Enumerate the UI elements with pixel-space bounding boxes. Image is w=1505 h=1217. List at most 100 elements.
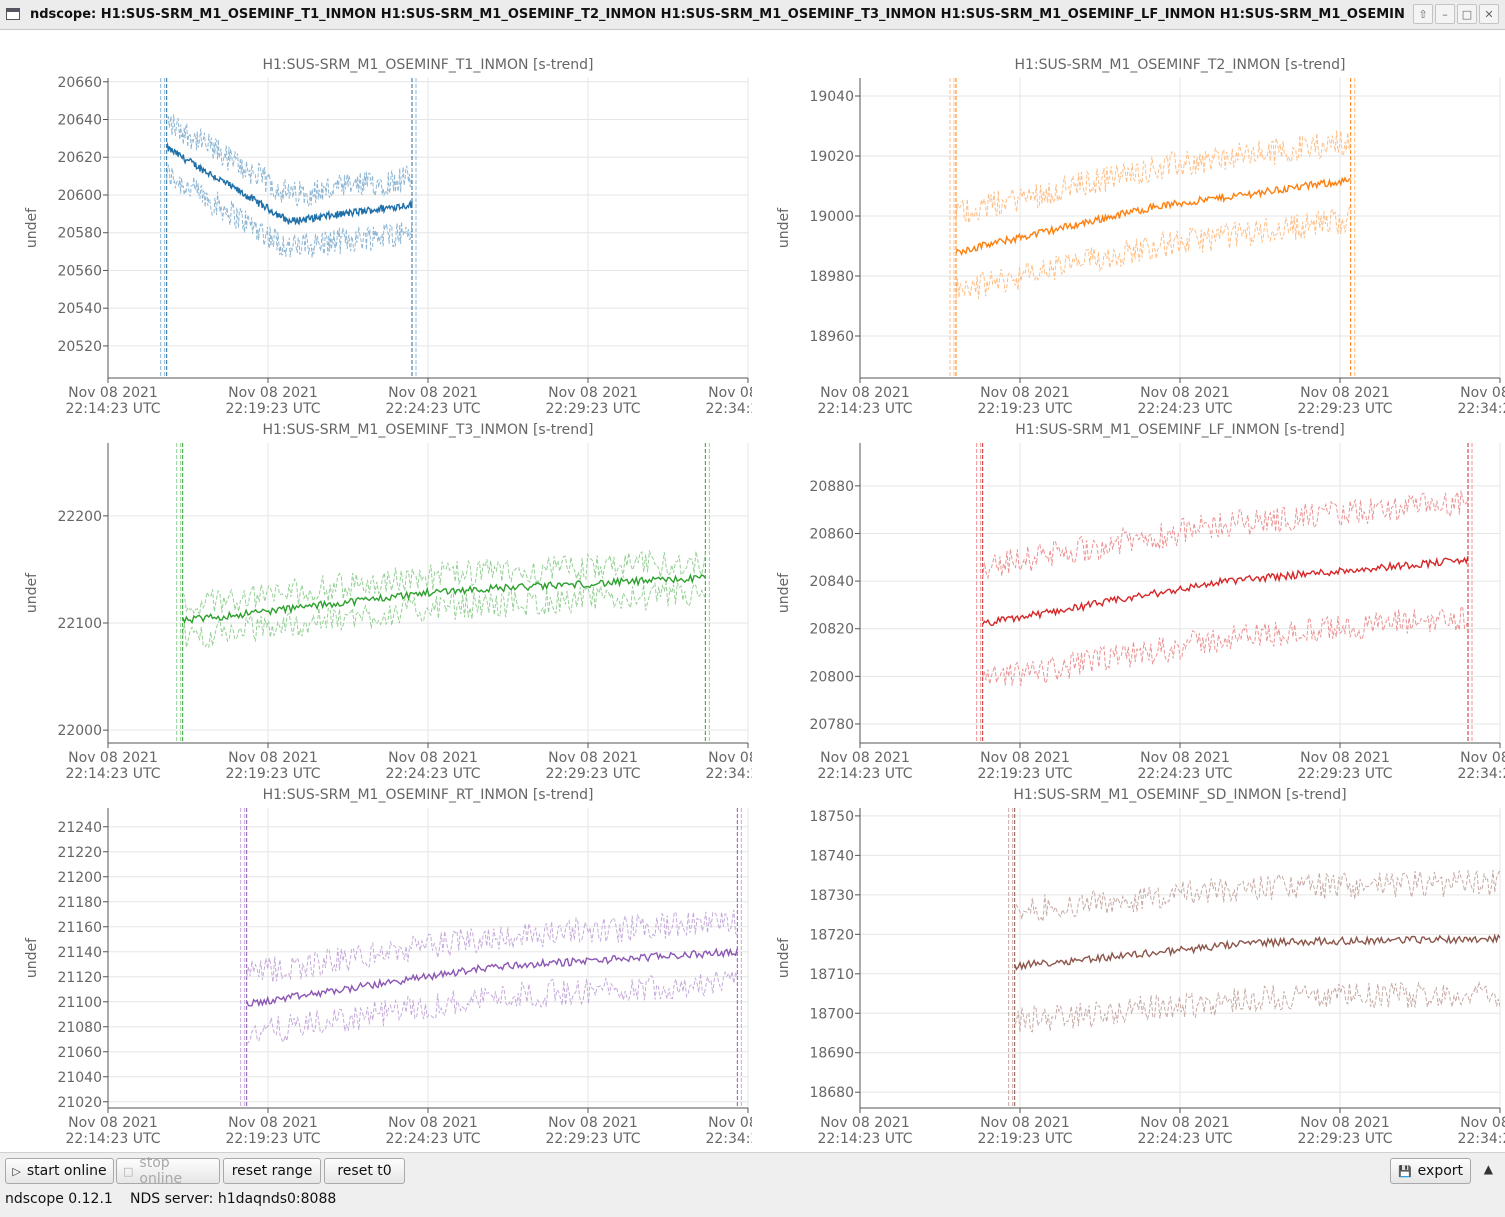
y-tick-label: 18960	[809, 329, 854, 345]
x-tick-label-date: Nov 08 2021	[1140, 750, 1230, 766]
y-tick-label: 22200	[57, 509, 102, 525]
x-tick-label-date: Nov 08 2021	[1460, 750, 1505, 766]
y-tick-label: 20560	[57, 263, 102, 279]
stop-online-button[interactable]: □ stop online	[116, 1155, 220, 1187]
y-tick-label: 20800	[809, 669, 854, 685]
x-tick-label-date: Nov 08 2021	[388, 750, 478, 766]
reset-range-label: reset range	[231, 1163, 313, 1179]
x-tick-label-time: 22:19:23 UTC	[977, 1131, 1072, 1147]
y-tick-label: 21120	[57, 970, 102, 986]
y-tick-label: 20520	[57, 339, 102, 355]
y-tick-label: 18980	[809, 269, 854, 285]
window-title: ndscope: H1:SUS-SRM_M1_OSEMINF_T1_INMON …	[30, 7, 1405, 22]
start-online-label: start online	[26, 1163, 107, 1179]
export-label: export	[1417, 1163, 1464, 1179]
x-tick-label-time: 22:14:23 UTC	[817, 766, 912, 782]
y-tick-label: 21100	[57, 995, 102, 1011]
x-tick-label-date: Nov 08 2021	[980, 750, 1070, 766]
series-min-line	[982, 605, 1469, 686]
up-icon[interactable]: ⇧	[1413, 4, 1433, 24]
series-mean-line	[182, 573, 706, 625]
reset-range-button[interactable]: reset range	[223, 1158, 321, 1184]
x-tick-label-time: 22:14:23 UTC	[65, 1131, 160, 1147]
x-tick-label-time: 22:24:23 UTC	[385, 401, 480, 417]
x-tick-label-time: 22:29:23 UTC	[545, 401, 640, 417]
y-tick-label: 18730	[809, 888, 854, 904]
minimize-icon[interactable]: –	[1435, 4, 1455, 24]
series-min-line	[246, 970, 738, 1045]
x-tick-label-date: Nov 08 2021	[388, 1115, 478, 1131]
x-tick-label-time: 22:19:23 UTC	[225, 766, 320, 782]
series-group	[1008, 808, 1500, 1108]
x-tick-label-date: Nov 08 2021	[980, 385, 1070, 401]
x-tick-label-date: Nov 08 2021	[708, 385, 752, 401]
y-tick-label: 19020	[809, 149, 854, 165]
export-button[interactable]: 💾 export	[1390, 1158, 1471, 1184]
series-mean-line	[166, 141, 413, 226]
start-online-button[interactable]: ▷ start online	[5, 1158, 114, 1184]
reset-t0-button[interactable]: reset t0	[324, 1158, 405, 1184]
x-tick-label-date: Nov 08 2021	[548, 385, 638, 401]
x-tick-label-date: Nov 08 2021	[1300, 1115, 1390, 1131]
x-tick-label-date: Nov 08 2021	[68, 750, 158, 766]
y-tick-label: 20660	[57, 75, 102, 91]
y-tick-label: 18690	[809, 1046, 854, 1062]
y-tick-label: 21080	[57, 1020, 102, 1036]
plot-t3[interactable]: H1:SUS-SRM_M1_OSEMINF_T3_INMON [s-trend]…	[0, 417, 752, 782]
x-tick-label-time: 22:34:23 UTC	[705, 1131, 752, 1147]
x-tick-label-date: Nov 08 2021	[820, 385, 910, 401]
bottom-toolbar: ▷ start online □ stop online reset range…	[0, 1152, 1505, 1217]
x-tick-label-time: 22:14:23 UTC	[65, 766, 160, 782]
x-tick-label-date: Nov 08 2021	[820, 1115, 910, 1131]
x-tick-label-time: 22:24:23 UTC	[1137, 766, 1232, 782]
x-tick-label-date: Nov 08 2021	[980, 1115, 1070, 1131]
x-tick-label-time: 22:24:23 UTC	[385, 1131, 480, 1147]
plot-rt[interactable]: H1:SUS-SRM_M1_OSEMINF_RT_INMON [s-trend]…	[0, 782, 752, 1147]
y-tick-label: 21180	[57, 895, 102, 911]
x-tick-label-time: 22:24:23 UTC	[385, 766, 480, 782]
plot-sd[interactable]: H1:SUS-SRM_M1_OSEMINF_SD_INMON [s-trend]…	[752, 782, 1505, 1147]
x-tick-label-time: 22:19:23 UTC	[225, 1131, 320, 1147]
server-label: NDS server: h1daqnds0:8088	[130, 1191, 337, 1207]
y-tick-label: 18710	[809, 967, 854, 983]
x-tick-label-date: Nov 08 2021	[1300, 750, 1390, 766]
x-tick-label-time: 22:19:23 UTC	[225, 401, 320, 417]
series-mean-line	[1014, 933, 1500, 971]
series-group	[176, 443, 710, 743]
y-tick-label: 21220	[57, 845, 102, 861]
y-tick-label: 21060	[57, 1045, 102, 1061]
y-axis-label: undef	[776, 937, 792, 978]
plot-title: H1:SUS-SRM_M1_OSEMINF_LF_INMON [s-trend]	[1015, 422, 1344, 438]
x-tick-label-date: Nov 08 2021	[1140, 1115, 1230, 1131]
plot-lf[interactable]: H1:SUS-SRM_M1_OSEMINF_LF_INMON [s-trend]…	[752, 417, 1505, 782]
plot-t2[interactable]: H1:SUS-SRM_M1_OSEMINF_T2_INMON [s-trend]…	[752, 52, 1505, 417]
grid	[859, 443, 1501, 743]
x-tick-label-time: 22:29:23 UTC	[1297, 1131, 1392, 1147]
x-tick-label-date: Nov 08 2021	[708, 750, 752, 766]
x-tick-label-date: Nov 08 2021	[1300, 385, 1390, 401]
close-icon[interactable]: ✕	[1479, 4, 1499, 24]
series-mean-line	[246, 947, 738, 1008]
app-icon	[6, 8, 20, 20]
y-axis-label: undef	[24, 207, 40, 248]
series-max-line	[182, 549, 706, 616]
grid	[859, 78, 1501, 378]
plot-t1[interactable]: H1:SUS-SRM_M1_OSEMINF_T1_INMON [s-trend]…	[0, 52, 752, 417]
y-tick-label: 18680	[809, 1085, 854, 1101]
maximize-icon[interactable]: □	[1457, 4, 1477, 24]
y-tick-label: 20580	[57, 226, 102, 242]
series-min-line	[166, 164, 413, 258]
x-tick-label-time: 22:29:23 UTC	[1297, 401, 1392, 417]
stop-icon: □	[123, 1164, 134, 1178]
x-tick-label-date: Nov 08 2021	[820, 750, 910, 766]
x-tick-label-time: 22:14:23 UTC	[817, 1131, 912, 1147]
series-min-line	[182, 581, 706, 649]
series-max-line	[1014, 869, 1500, 924]
series-max-line	[166, 114, 413, 207]
x-tick-label-date: Nov 08 2021	[1460, 385, 1505, 401]
x-tick-label-time: 22:34:23 UTC	[1457, 1131, 1505, 1147]
stop-online-label: stop online	[139, 1155, 183, 1187]
y-tick-label: 18700	[809, 1006, 854, 1022]
y-tick-label: 20620	[57, 150, 102, 166]
collapse-arrow-icon[interactable]: ▲	[1483, 1162, 1493, 1176]
